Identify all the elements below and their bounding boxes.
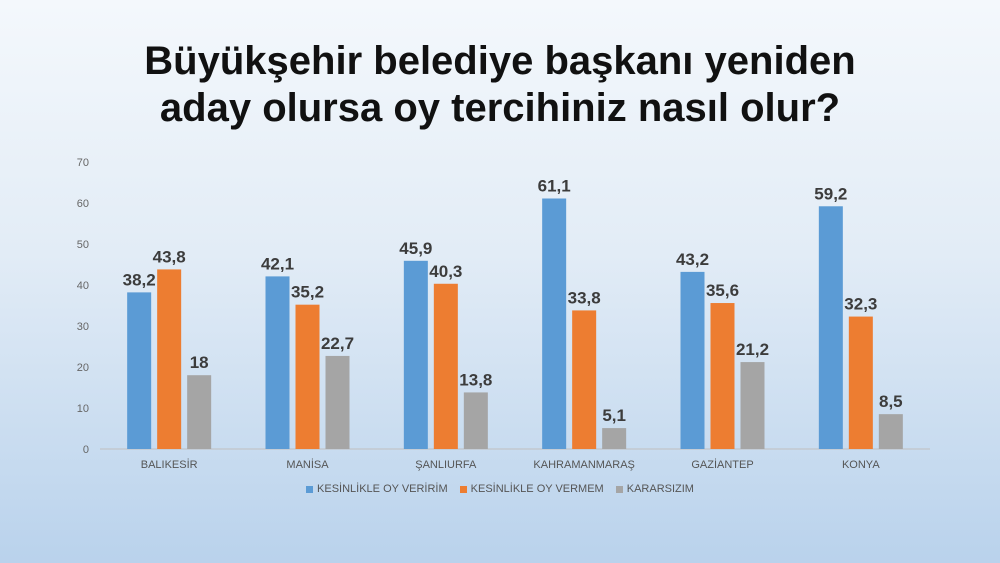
- chart-title: Büyükşehir belediye başkanı yeniden aday…: [0, 38, 1000, 132]
- bar: [157, 269, 182, 449]
- x-category-label: KAHRAMANMARAŞ: [533, 459, 634, 471]
- chart-title-line-1: Büyükşehir belediye başkanı yeniden: [144, 39, 856, 83]
- legend: KESİNLİKLE OY VERİRİM KESİNLİKLE OY VERME…: [0, 483, 1000, 495]
- data-label: 45,9: [399, 239, 432, 258]
- data-label: 61,1: [538, 176, 571, 195]
- y-tick-label: 0: [83, 444, 89, 456]
- y-axis: 0 10 20 30 40 50 60 70: [77, 157, 89, 456]
- y-tick-label: 30: [77, 321, 89, 333]
- data-label: 43,2: [676, 250, 709, 269]
- bar: [265, 276, 290, 449]
- data-label: 38,2: [123, 270, 156, 289]
- x-axis-categories: BALIKESİR MANİSA ŞANLIURFA KAHRAMANMARAŞ GAZ…: [141, 458, 881, 471]
- bar: [680, 271, 705, 449]
- legend-item: KESİNLİKLE OY VERMEM: [459, 483, 604, 495]
- bar: [295, 304, 320, 449]
- data-label: 59,2: [814, 184, 847, 203]
- data-label: 18: [190, 353, 209, 372]
- legend-item: KESİNLİKLE OY VERİRİM: [306, 483, 448, 495]
- bar: [602, 428, 627, 449]
- legend-label: KARARSIZIM: [626, 483, 694, 495]
- bar: [433, 283, 458, 449]
- data-label: 22,7: [321, 334, 354, 353]
- bar: [878, 414, 903, 449]
- bar: [710, 303, 735, 449]
- bars: [127, 198, 903, 449]
- bar: [463, 392, 488, 449]
- data-label: 35,2: [291, 283, 324, 302]
- y-tick-label: 40: [77, 280, 89, 292]
- bar: [127, 292, 152, 449]
- x-category-label: GAZİANTEP: [691, 458, 753, 471]
- data-label: 13,8: [459, 370, 492, 389]
- y-tick-label: 70: [77, 157, 89, 169]
- legend-swatch: [459, 485, 467, 493]
- data-label: 40,3: [429, 262, 462, 281]
- data-label: 21,2: [736, 340, 769, 359]
- x-category-label: ŞANLIURFA: [415, 459, 477, 471]
- bar: [818, 206, 843, 449]
- legend-swatch: [615, 485, 623, 493]
- y-tick-label: 10: [77, 403, 89, 415]
- data-labels: 38,2 43,8 18 42,1 35,2 22,7 45,9 40,3 13,8 61,1 33…: [123, 176, 903, 425]
- bar: [187, 375, 212, 449]
- bar: [572, 310, 597, 449]
- y-tick-label: 50: [77, 239, 89, 251]
- y-tick-label: 20: [77, 362, 89, 374]
- legend-label: KESİNLİKLE OY VERİRİM: [317, 483, 448, 495]
- bar: [542, 198, 567, 449]
- legend-swatch: [306, 485, 314, 493]
- bar: [848, 316, 873, 449]
- y-tick-label: 60: [77, 198, 89, 210]
- x-category-label: KONYA: [842, 459, 880, 471]
- data-label: 33,8: [568, 288, 601, 307]
- data-label: 5,1: [602, 406, 626, 425]
- chart-title-line-2: aday olursa oy tercihiniz nasıl olur?: [159, 86, 841, 130]
- data-label: 42,1: [261, 254, 294, 273]
- x-category-label: MANİSA: [286, 458, 329, 471]
- bar: [403, 260, 428, 449]
- bar: [325, 355, 350, 449]
- legend-label: KESİNLİKLE OY VERMEM: [470, 483, 604, 495]
- x-category-label: BALIKESİR: [141, 458, 198, 471]
- bar: [740, 362, 765, 449]
- legend-item: KARARSIZIM: [615, 483, 694, 495]
- data-label: 8,5: [879, 392, 903, 411]
- data-label: 35,6: [706, 281, 739, 300]
- data-label: 32,3: [844, 295, 877, 314]
- data-label: 43,8: [153, 247, 186, 266]
